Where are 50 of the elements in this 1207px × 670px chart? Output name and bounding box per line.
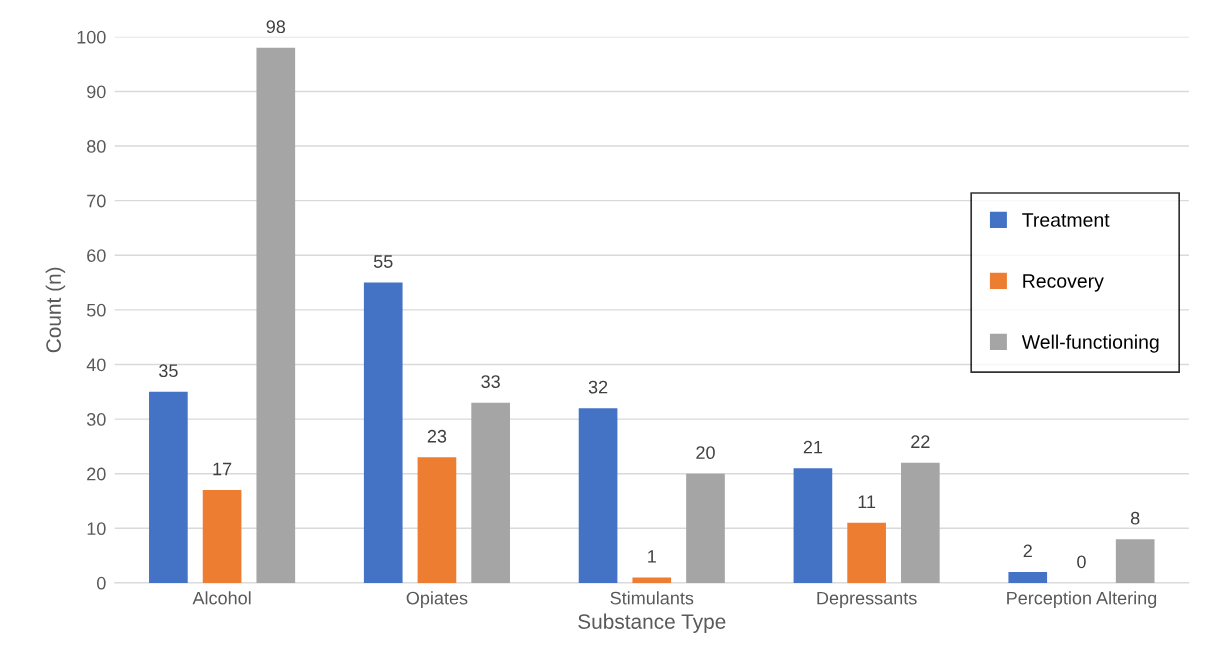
bar [471,402,510,583]
x-tick-label: Stimulants [610,591,694,605]
y-tick-label: 70 [87,194,106,208]
data-label: 2 [1023,544,1032,558]
data-label: 21 [803,440,823,454]
data-label: 98 [266,20,286,34]
bar [363,282,403,583]
bar [686,473,725,583]
bar [847,522,886,583]
y-tick-label: 80 [87,139,106,153]
y-tick-label: 60 [87,249,106,262]
legend-label: Well-functioning [1021,334,1159,353]
bar [793,468,833,583]
data-label: 23 [427,429,447,443]
x-tick-label: Opiates [406,591,468,609]
x-tick-label: Alcohol [192,591,251,605]
data-label: 32 [588,380,608,394]
bar [901,462,940,583]
bar [1008,571,1048,583]
y-tick-label: 30 [86,413,106,426]
data-label: 33 [481,375,500,389]
data-label: 1 [648,550,656,563]
x-axis-title: Substance Type [578,613,726,634]
bar [256,47,296,583]
y-tick-label: 100 [77,30,106,44]
bar [578,408,618,583]
legend-label: Recovery [1023,274,1104,292]
bar [1115,539,1155,583]
data-label: 20 [696,446,715,460]
bar [632,577,672,583]
y-axis-title: Count (n) [45,267,66,353]
data-label: 0 [1077,555,1086,569]
y-tick-label: 90 [87,85,106,99]
data-label: 55 [373,255,393,268]
data-label: 11 [858,495,876,508]
data-label: 35 [159,364,178,378]
x-tick-label: Depressants [817,591,917,609]
y-tick-label: 40 [86,358,106,372]
bar [202,490,242,583]
x-tick-label: Perception Altering [1007,591,1157,609]
data-label: 17 [213,462,232,476]
y-tick-label: 0 [97,576,106,590]
data-label: 8 [1130,511,1140,525]
data-label: 22 [911,435,930,448]
y-tick-label: 50 [86,303,106,317]
bar [149,391,188,583]
bar [417,457,457,583]
y-tick-label: 20 [87,467,106,481]
y-tick-label: 10 [87,522,106,536]
legend-label: Treatment [1022,213,1110,227]
